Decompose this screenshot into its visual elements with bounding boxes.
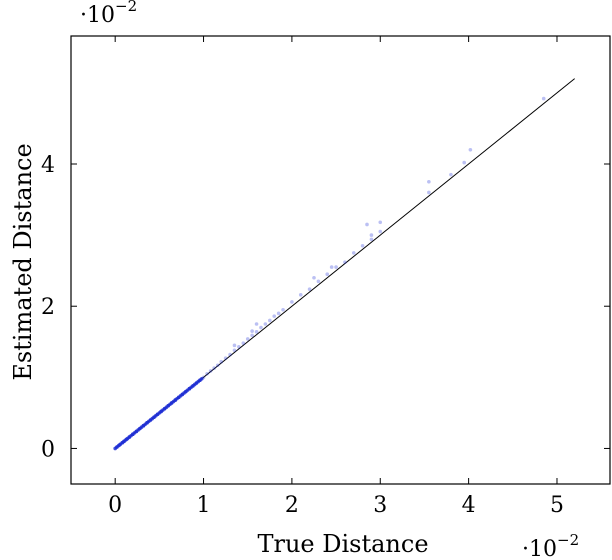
data-point bbox=[124, 437, 129, 442]
data-point bbox=[148, 418, 153, 422]
data-point bbox=[223, 356, 228, 360]
data-point bbox=[117, 443, 122, 447]
data-point bbox=[122, 439, 126, 444]
data-point bbox=[462, 160, 467, 165]
y-tick-label: 4 bbox=[41, 153, 55, 178]
data-point bbox=[369, 233, 374, 237]
data-point bbox=[351, 251, 356, 255]
data-point bbox=[212, 366, 216, 370]
data-point bbox=[369, 237, 374, 242]
data-point bbox=[427, 190, 431, 195]
data-point bbox=[312, 275, 316, 280]
data-point bbox=[276, 311, 281, 316]
data-point bbox=[245, 337, 250, 341]
data-point bbox=[208, 369, 213, 373]
data-point bbox=[152, 415, 156, 419]
data-point bbox=[184, 389, 188, 394]
data-point bbox=[138, 426, 142, 431]
y-axis-ticks: 0 2 4 bbox=[41, 153, 610, 462]
data-point bbox=[201, 375, 206, 380]
x-scale-factor: ·10−2 bbox=[522, 531, 579, 560]
x-tick-label: 4 bbox=[462, 493, 476, 518]
data-point bbox=[145, 421, 149, 425]
data-point bbox=[334, 265, 338, 269]
data-point bbox=[215, 363, 220, 368]
data-point bbox=[259, 325, 263, 330]
data-point bbox=[268, 318, 272, 323]
data-point bbox=[232, 348, 237, 353]
data-point bbox=[177, 395, 181, 400]
x-tick-label: 5 bbox=[550, 493, 564, 518]
data-point bbox=[159, 409, 163, 414]
data-point bbox=[325, 272, 330, 277]
data-point bbox=[166, 403, 170, 408]
data-point bbox=[131, 432, 135, 437]
data-point bbox=[173, 398, 178, 402]
data-point bbox=[281, 307, 285, 312]
data-point bbox=[191, 384, 195, 388]
data-point bbox=[329, 265, 334, 269]
y-tick-label: 2 bbox=[41, 295, 55, 320]
data-point bbox=[378, 220, 383, 225]
data-point bbox=[541, 96, 546, 101]
data-point bbox=[298, 293, 303, 297]
data-point bbox=[449, 172, 453, 177]
data-point bbox=[205, 371, 209, 376]
data-point bbox=[228, 352, 232, 357]
data-point bbox=[219, 359, 224, 364]
data-point bbox=[141, 423, 146, 428]
data-point bbox=[115, 445, 119, 449]
data-point bbox=[169, 401, 174, 405]
data-point bbox=[250, 333, 254, 338]
data-point bbox=[272, 314, 277, 318]
data-point bbox=[198, 378, 202, 382]
data-point bbox=[180, 392, 185, 397]
plot-frame bbox=[70, 35, 611, 485]
data-point bbox=[254, 322, 259, 326]
data-point bbox=[360, 243, 365, 248]
data-point bbox=[155, 412, 160, 417]
data-point bbox=[468, 147, 473, 152]
y-tick-label: 0 bbox=[41, 437, 55, 462]
data-point bbox=[254, 330, 259, 334]
x-tick-label: 1 bbox=[197, 493, 211, 518]
data-point bbox=[194, 381, 199, 385]
data-point bbox=[241, 341, 246, 346]
data-points bbox=[113, 96, 546, 451]
data-point bbox=[127, 435, 132, 439]
data-point bbox=[316, 279, 321, 284]
data-point bbox=[134, 429, 139, 434]
data-point bbox=[162, 406, 167, 411]
data-point bbox=[427, 179, 431, 184]
data-point bbox=[263, 322, 268, 326]
data-point bbox=[237, 344, 241, 349]
y-axis-label: Estimated Distance bbox=[9, 143, 37, 380]
x-tick-label: 0 bbox=[108, 493, 122, 518]
x-axis-ticks: 0 1 2 3 4 5 bbox=[108, 36, 564, 518]
data-point bbox=[307, 287, 312, 291]
data-point bbox=[343, 260, 347, 264]
x-tick-label: 3 bbox=[373, 493, 387, 518]
data-point bbox=[290, 300, 294, 304]
data-point bbox=[232, 343, 237, 348]
x-axis-label: True Distance bbox=[257, 530, 428, 558]
data-point bbox=[378, 229, 383, 234]
x-tick-label: 2 bbox=[285, 493, 299, 518]
data-point bbox=[187, 386, 192, 391]
data-point bbox=[365, 222, 369, 227]
data-point bbox=[250, 329, 254, 333]
y-scale-factor: ·10−2 bbox=[80, 0, 137, 28]
